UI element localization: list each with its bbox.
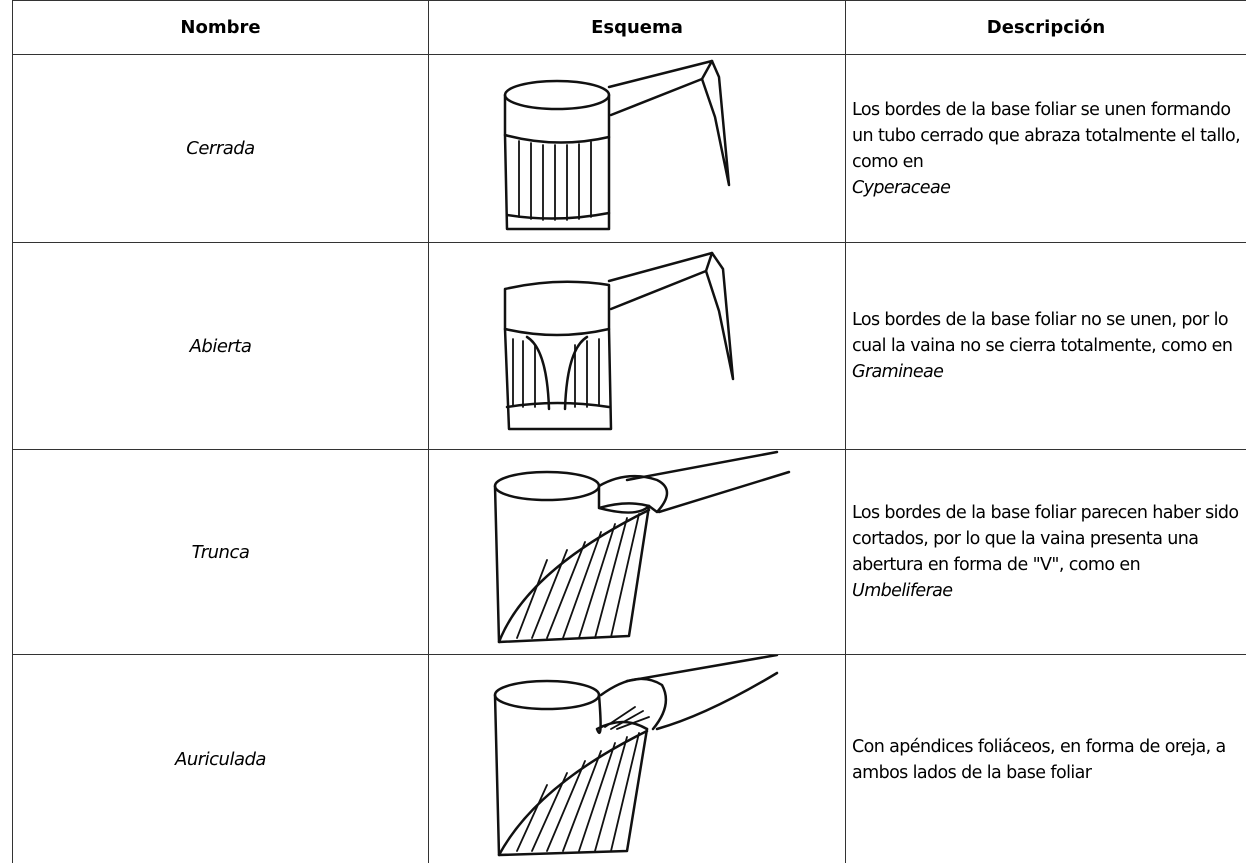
row: Cerrada Los bordes de la base foliar se … [12,54,1246,243]
sketch-stroke [503,93,611,230]
sketch [503,59,731,230]
sketch-stroke [518,139,592,221]
description: Los bordes de la base foliar se unen for… [852,99,1241,172]
sketch-stroke [597,474,669,514]
sketch-stroke [525,335,589,411]
sketch-stroke [607,59,731,186]
taxon: Gramineae [852,362,944,382]
sketch-stroke [607,251,735,381]
row: Auriculada Con apéndices foliáceos, en f… [12,653,1246,863]
name-cell: Auriculada [12,654,429,863]
sketch-stroke [704,251,714,273]
sketch-stroke [505,401,611,409]
column-header: Esquema [428,0,846,55]
taxon: Cyperaceae [852,177,951,198]
sketch-stroke [599,677,668,731]
sketch-stroke [597,484,651,514]
sketch-stroke [493,679,601,711]
sketch-stroke [497,729,649,857]
table: Nombre Esquema Descripción Cerrada Los b… [12,0,1246,863]
sketch-cell [428,242,846,450]
description: Con apéndices foliáceos, en forma de ore… [852,736,1226,783]
sketch-stroke [493,470,601,502]
sketch-stroke [625,450,791,514]
sketch-stroke [503,327,611,337]
name-cell: Abierta [12,242,429,450]
header-row: Nombre Esquema Descripción [12,0,1246,55]
sketch-stroke [497,508,651,644]
description-cell: Los bordes de la base foliar parecen hab… [845,449,1246,655]
sketch-stroke [493,693,649,857]
sketch-stroke [503,79,611,110]
sketch [503,251,735,431]
sketch-stroke [516,732,640,852]
sketch-stroke [516,513,640,639]
column-header: Descripción [845,0,1246,55]
sketch-stroke [604,706,650,730]
sketch-stroke [503,280,613,431]
taxon: Umbeliferae [852,581,953,601]
description: Los bordes de la base foliar no se unen,… [852,310,1233,356]
description-cell: Con apéndices foliáceos, en forma de ore… [845,654,1246,863]
column-header: Nombre [12,0,429,55]
sketch-cell [428,653,846,863]
sketch-stroke [505,211,611,220]
row: Trunca Los bordes de la base foliar pare… [12,449,1246,655]
name-cell: Trunca [12,449,429,655]
sketch-stroke [493,484,651,644]
sketch-stroke [700,59,714,80]
sketch [493,450,791,644]
sketch-stroke [503,133,611,144]
row: Abierta Los bordes de la base foliar no … [12,242,1246,450]
description-cell: Los bordes de la base foliar se unen for… [845,54,1246,243]
sketch-stroke [512,338,600,408]
description-cell: Los bordes de la base foliar no se unen,… [845,242,1246,450]
sketch [493,653,779,857]
description: Los bordes de la base foliar parecen hab… [852,503,1239,575]
sketch-stroke [625,653,779,731]
sketch-cell [428,54,846,243]
name-cell: Cerrada [12,54,429,243]
sketch-cell [428,449,846,655]
